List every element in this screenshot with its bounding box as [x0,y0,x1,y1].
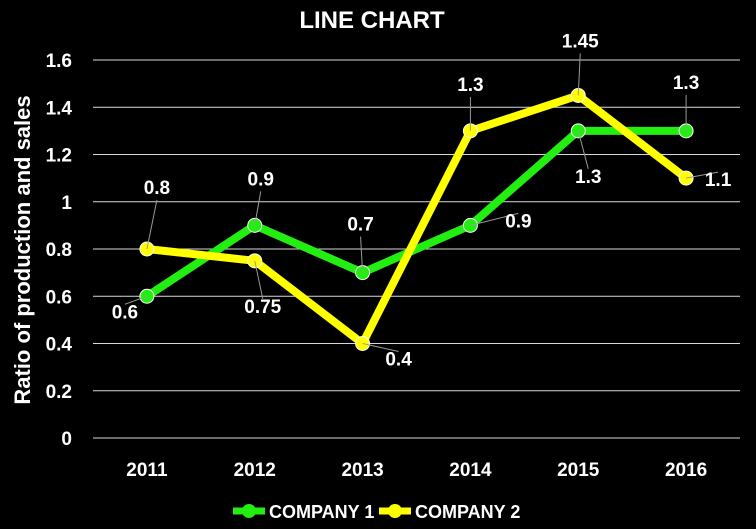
label-leader [577,53,581,96]
series-line [142,126,691,301]
x-tick-label: 2011 [126,460,168,481]
data-label: 0.75 [244,297,281,318]
series-layer [139,87,694,351]
label-leader [685,171,719,179]
series-1 [139,123,694,304]
x-tick-label: 2014 [449,460,492,481]
legend-swatch-marker [388,504,402,518]
label-leader [470,212,519,226]
legend-label: COMPANY 1 [269,502,374,522]
label-leader [146,199,158,250]
label-leader [362,343,399,352]
y-tick-label: 1.6 [46,51,72,72]
legend: COMPANY 1 COMPANY 2 [233,502,520,522]
x-tick-label: 2016 [665,460,707,481]
y-tick-label: 0.8 [46,240,72,261]
y-tick-label: 1.4 [46,98,73,119]
data-label: 1.45 [562,31,599,52]
label-leader [577,130,589,170]
label-leader [254,191,262,226]
y-tick-label: 0.4 [46,335,73,356]
series-2 [139,87,694,351]
legend-item-2: COMPANY 2 [379,502,520,522]
data-label: 0.4 [385,350,412,371]
data-labels: 0.6 0.9 0.7 0.9 1.3 1.3 0.8 0.75 0.4 1.3 1.45 1.1 [112,31,732,370]
y-tick-label: 0.2 [46,382,72,403]
y-tick-label: 1.2 [46,146,72,167]
y-tick-label: 0 [61,429,72,450]
data-label: 0.9 [505,211,531,232]
data-label: 0.6 [112,302,138,323]
data-label: 0.9 [248,169,274,190]
y-tick-label: 1 [61,193,72,214]
data-label: 1.3 [457,75,483,96]
y-axis-label: Ratio of production and sales [10,95,35,404]
x-axis-ticks: 2011 2012 2013 2014 2015 2016 [126,460,707,481]
legend-item-1: COMPANY 1 [233,502,374,522]
label-leader [360,236,364,273]
y-tick-label: 0.6 [46,287,72,308]
label-leaders [124,53,719,352]
data-label: 1.3 [575,167,601,188]
x-tick-label: 2013 [341,460,383,481]
label-leader [124,295,148,305]
x-tick-label: 2015 [557,460,600,481]
series-line [142,91,691,348]
x-tick-label: 2012 [234,460,276,481]
data-label: 1.3 [673,73,699,94]
legend-swatch-marker [242,504,256,518]
chart-title: LINE CHART [299,7,445,34]
data-label: 0.8 [144,178,170,199]
y-axis-ticks: 0 0.2 0.4 0.6 0.8 1 1.2 1.4 1.6 [46,51,73,450]
data-label: 0.7 [347,215,373,236]
legend-label: COMPANY 2 [415,502,520,522]
label-leader [254,260,264,299]
data-label: 1.1 [705,170,732,191]
